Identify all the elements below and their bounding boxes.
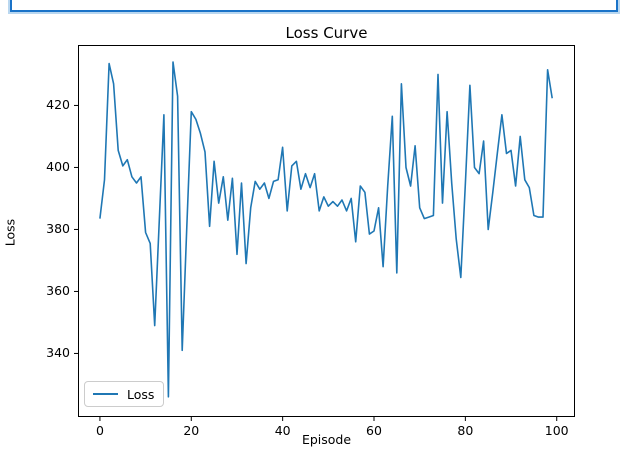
x-tick-label: 80	[457, 423, 474, 438]
plot-area	[74, 45, 575, 421]
y-axis-label: Loss	[2, 218, 18, 247]
legend-label: Loss	[127, 386, 155, 402]
chart-title: Loss Curve	[285, 24, 368, 42]
y-tick-label: 380	[46, 221, 70, 237]
loss-curve-figure: Loss Curve 0 20 40 60 80 100 340 360 380 400 420 E…	[0, 12, 626, 471]
y-tick-label: 360	[46, 283, 70, 299]
focused-input-box[interactable]	[10, 0, 618, 12]
y-tick-label: 420	[46, 97, 70, 113]
x-tick-label: 0	[95, 423, 104, 438]
x-tick-label: 20	[183, 423, 200, 438]
x-tick-label: 40	[274, 423, 291, 438]
legend: Loss	[84, 381, 164, 407]
x-axis-label: Episode	[301, 432, 352, 447]
x-tick-label: 60	[366, 423, 382, 438]
x-tick-label: 100	[544, 423, 569, 438]
y-tick-label: 400	[46, 159, 70, 175]
legend-line-sample	[93, 393, 118, 395]
y-tick-label: 340	[46, 345, 70, 361]
